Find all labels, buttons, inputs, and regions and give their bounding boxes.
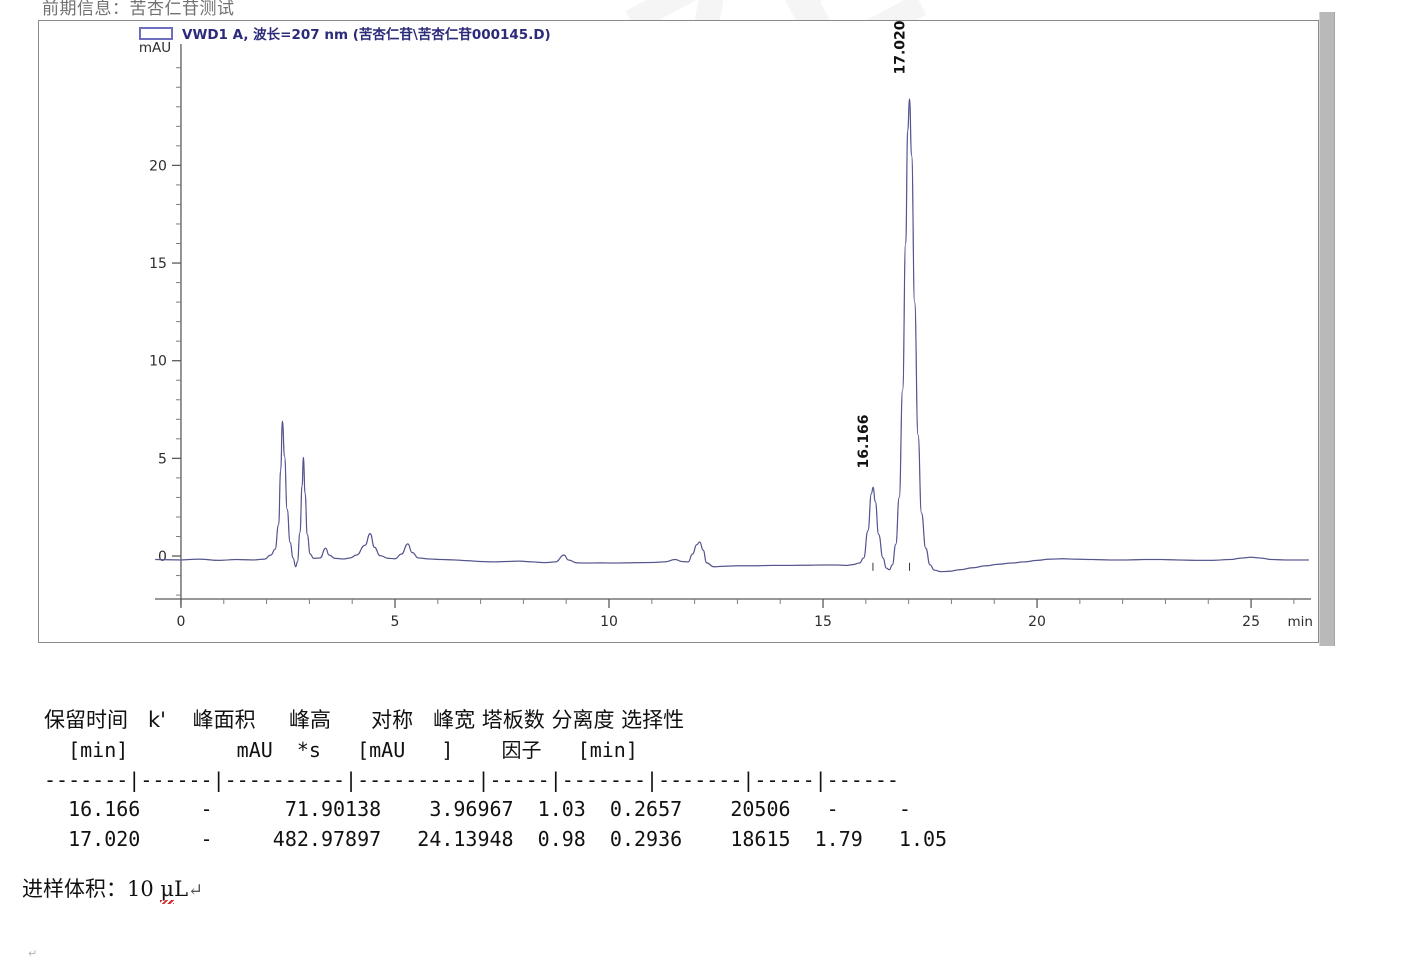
svg-text:5: 5 xyxy=(158,451,167,467)
plot-axes: 0 5 10 15 20 mAU 0 5 10 15 20 25 min xyxy=(139,40,1313,630)
svg-text:20: 20 xyxy=(1028,614,1046,630)
injection-volume-value: 10 xyxy=(127,877,161,901)
plot-trace xyxy=(155,98,1309,573)
svg-text:10: 10 xyxy=(600,614,618,630)
table-row: 16.166 - 71.90138 3.96967 1.03 0.2657 20… xyxy=(44,797,911,822)
svg-text:20: 20 xyxy=(149,158,167,174)
paragraph-mark-icon: ↵ xyxy=(188,880,204,901)
results-header-line2: [min] mAU *s [mAU ] 因子 [min] xyxy=(44,738,638,763)
legend-color-swatch[interactable] xyxy=(139,26,173,40)
results-table: 保留时间 k' 峰面积 峰高 对称 峰宽 塔板数 分离度 选择性 [min] m… xyxy=(44,705,947,854)
injection-volume-unit-mu: μ xyxy=(160,877,175,904)
svg-text:16.166: 16.166 xyxy=(856,414,872,468)
chromatogram-plot: 0 5 10 15 20 mAU 0 5 10 15 20 25 min 16.166 17.020 xyxy=(139,21,1313,630)
legend-label: VWD1 A, 波长=207 nm (苦杏仁苷\苦杏仁苷000145.D) xyxy=(182,27,551,43)
svg-text:25: 25 xyxy=(1242,614,1260,630)
svg-text:mAU: mAU xyxy=(139,40,171,56)
injection-volume-note: 进样体积：10 μL↵ xyxy=(22,873,204,904)
table-row: 17.020 - 482.97897 24.13948 0.98 0.2936 … xyxy=(44,826,948,851)
svg-text:0: 0 xyxy=(177,614,186,630)
svg-text:17.020: 17.020 xyxy=(892,21,908,75)
svg-text:10: 10 xyxy=(149,354,167,370)
svg-text:min: min xyxy=(1288,614,1313,630)
results-header-line1: 保留时间 k' 峰面积 峰高 对称 峰宽 塔板数 分离度 选择性 xyxy=(44,708,685,732)
chromatogram-vertical-scrollbar[interactable] xyxy=(1319,12,1335,646)
results-separator: -------|------|----------|----------|---… xyxy=(44,767,899,792)
chart-legend: VWD1 A, 波长=207 nm (苦杏仁苷\苦杏仁苷000145.D) xyxy=(139,22,551,44)
chromatogram-panel: VWD1 A, 波长=207 nm (苦杏仁苷\苦杏仁苷000145.D) 0 5… xyxy=(38,20,1319,643)
svg-text:0: 0 xyxy=(158,549,167,565)
stray-paragraph-mark-icon: ↵ xyxy=(28,947,38,960)
injection-volume-label: 进样体积： xyxy=(22,877,127,901)
svg-text:5: 5 xyxy=(391,614,400,630)
plot-peak-annotations: 16.166 17.020 xyxy=(856,21,910,571)
svg-text:15: 15 xyxy=(814,614,832,630)
svg-text:15: 15 xyxy=(149,256,167,272)
document-header-cut: 前期信息：苦杏仁苷测试 xyxy=(42,0,235,19)
injection-volume-unit: L xyxy=(174,877,189,901)
